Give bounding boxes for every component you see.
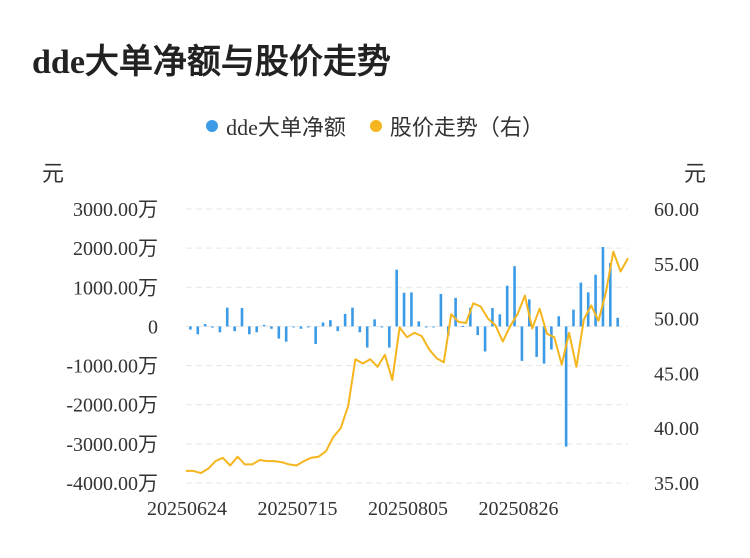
dde-bar — [314, 326, 317, 345]
legend-item-dde[interactable]: dde大单净额 — [206, 110, 346, 142]
left-tick-label: -4000.00万 — [66, 473, 158, 495]
x-tick-label: 20250826 — [479, 498, 559, 520]
dde-bar — [329, 320, 332, 327]
dde-bar — [218, 326, 222, 333]
line-series — [186, 250, 629, 475]
x-tick-label: 20250805 — [368, 498, 448, 520]
dde-bar — [513, 266, 516, 327]
legend-dot-icon — [206, 120, 219, 132]
dde-bar — [380, 326, 384, 328]
dde-bar — [211, 326, 214, 328]
dde-bar — [336, 326, 340, 332]
dde-bar — [410, 292, 413, 327]
legend-item-price[interactable]: 股价走势（右） — [369, 110, 544, 142]
dde-bar — [225, 307, 229, 327]
dde-bar — [601, 246, 605, 327]
dde-bar — [292, 326, 295, 328]
dde-bar — [572, 309, 575, 327]
dde-bar — [270, 326, 273, 329]
dde-bar — [476, 326, 480, 336]
dde-bar — [469, 307, 472, 327]
dde-bar — [351, 307, 354, 327]
dde-bar — [262, 324, 266, 327]
dde-bar — [461, 326, 465, 328]
dde-bar — [306, 326, 310, 328]
dde-bar — [277, 326, 281, 339]
price-line — [186, 250, 629, 475]
dde-bar — [550, 326, 553, 350]
dde-bar — [203, 324, 207, 327]
dde-bar — [365, 326, 369, 348]
dde-bar — [557, 316, 561, 327]
dde-bar — [299, 326, 303, 329]
left-axis-unit: 元 — [42, 161, 65, 186]
dde-bar — [483, 326, 487, 352]
dde-bar — [240, 308, 244, 327]
chart-title: dde大单净额与股价走势 — [32, 44, 391, 81]
dde-bar — [432, 326, 435, 328]
dde-bar — [439, 293, 443, 327]
dde-bar — [388, 326, 391, 348]
left-tick-label: 0 — [148, 316, 158, 338]
left-tick-label: 1000.00万 — [73, 277, 158, 299]
dde-bar — [284, 326, 288, 342]
dde-bar — [498, 314, 502, 327]
dde-bar — [564, 326, 568, 447]
left-tick-label: -1000.00万 — [66, 356, 158, 378]
legend-label-price: 股价走势（右） — [389, 115, 544, 140]
x-tick-label: 20250624 — [147, 498, 227, 520]
legend: dde大单净额 股价走势（右） — [0, 110, 750, 142]
dde-bar — [321, 322, 325, 327]
left-tick-label: 2000.00万 — [73, 238, 158, 260]
left-tick-label: -3000.00万 — [66, 434, 158, 456]
dde-bar — [248, 326, 251, 335]
dde-bar — [196, 326, 200, 335]
dde-bar — [535, 326, 538, 357]
dde-bar — [233, 326, 236, 332]
dde-bar — [395, 269, 398, 327]
right-tick-label: 40.00 — [654, 418, 699, 440]
x-tick-label: 20250715 — [258, 498, 338, 520]
left-tick-label: -2000.00万 — [66, 395, 158, 417]
legend-label-dde: dde大单净额 — [226, 115, 346, 140]
dde-bar — [454, 297, 457, 327]
dde-bar — [609, 263, 612, 327]
bar-series — [189, 246, 619, 447]
legend-dot-icon — [369, 120, 382, 132]
right-tick-label: 55.00 — [654, 254, 699, 276]
dde-bar — [520, 326, 524, 361]
dde-bar — [373, 319, 376, 327]
dde-bar — [616, 317, 619, 327]
right-tick-label: 35.00 — [654, 473, 699, 495]
dde-bar — [402, 292, 406, 327]
right-tick-label: 60.00 — [654, 199, 699, 221]
dde-bar — [189, 326, 192, 330]
dde-bar — [255, 326, 259, 333]
dde-bar — [358, 326, 362, 333]
right-tick-label: 50.00 — [654, 309, 699, 331]
dde-bar — [594, 274, 597, 327]
right-tick-label: 45.00 — [654, 363, 699, 385]
dde-bar — [542, 326, 546, 364]
dde-bar — [424, 326, 428, 328]
dde-bar — [491, 308, 494, 327]
right-axis-unit: 元 — [684, 161, 707, 186]
dde-bar — [417, 321, 421, 327]
dde-bar — [505, 285, 509, 327]
dde-bar — [579, 282, 583, 327]
axis-ticks: 3000.00万 2000.00万 1000.00万 0 -1000.00万 -2000.… — [66, 199, 699, 520]
dde-bar — [343, 313, 347, 327]
gridlines — [186, 208, 628, 484]
left-tick-label: 3000.00万 — [73, 199, 158, 221]
